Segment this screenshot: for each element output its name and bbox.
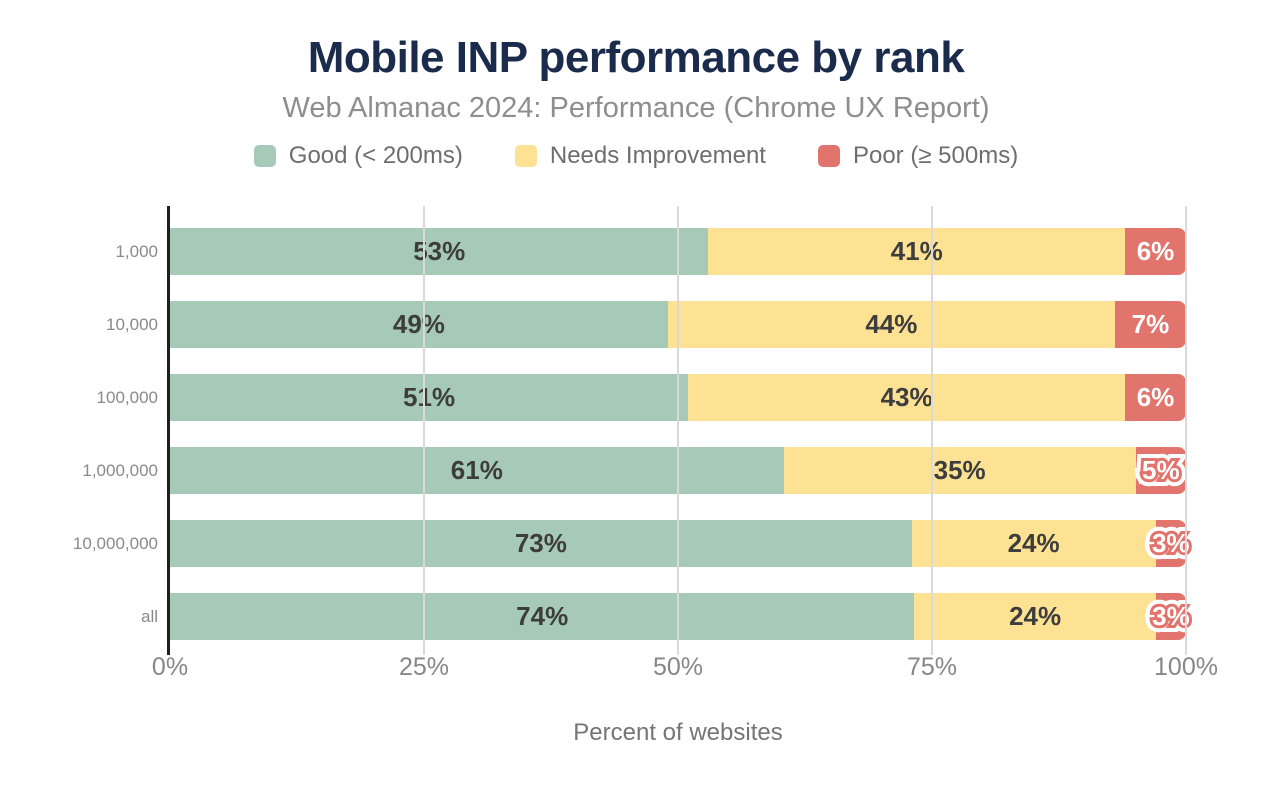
bar-value-label: 35% [933, 455, 986, 485]
bar-value-label: 7% [1131, 309, 1170, 339]
legend-label: Good (< 200ms) [288, 142, 463, 169]
y-axis-label: 100,000 [96, 388, 158, 407]
gridline [677, 206, 679, 655]
bar-segment-poor[interactable]: 5% [1135, 447, 1186, 494]
bar-value-label: 74% [516, 601, 569, 631]
bar-segment-poor[interactable]: 3% [1152, 520, 1190, 567]
bar-value-label: 61% [450, 455, 503, 485]
bar-segment-good[interactable]: 53% [170, 228, 709, 275]
x-axis-tick-label: 100% [1154, 653, 1218, 681]
y-axis-label: all [140, 607, 158, 626]
gridline [1185, 206, 1187, 655]
bar-segment-needs-improvement[interactable]: 24% [911, 520, 1156, 567]
legend-swatch-icon [817, 145, 840, 167]
gridline [423, 206, 425, 655]
bar-value-label: 43% [880, 382, 933, 412]
x-axis-tick-label: 75% [906, 653, 958, 681]
bar-value-label: 5% [1142, 447, 1180, 494]
x-axis-tick-label: 50% [652, 653, 704, 681]
y-axis-label: 10,000,000 [72, 534, 158, 553]
y-axis-label: 1,000 [115, 242, 158, 261]
bar-row: 53% 41% 6% [170, 228, 1186, 275]
bar-value-label: 51% [403, 382, 456, 412]
bar-value-label: 41% [890, 236, 943, 266]
bar-segment-poor[interactable]: 6% [1125, 228, 1186, 275]
bar-value-label: 3% [1152, 520, 1190, 567]
bar-segment-needs-improvement[interactable]: 44% [667, 301, 1115, 348]
x-axis-title: Percent of websites [573, 719, 783, 746]
bar-value-label: 24% [1007, 528, 1060, 558]
bar-segment-good[interactable]: 61% [170, 447, 784, 494]
y-axis-line [167, 206, 170, 655]
chart-subtitle: Web Almanac 2024: Performance (Chrome UX… [282, 92, 990, 124]
bar-value-label: 44% [865, 309, 918, 339]
bar-row: 51% 43% 6% [170, 374, 1186, 421]
bar-segment-poor[interactable]: 3% [1152, 593, 1190, 640]
bar-segment-good[interactable]: 51% [170, 374, 689, 421]
bar-value-label: 73% [514, 528, 567, 558]
x-axis-tick-label: 0% [151, 653, 189, 681]
bar-segment-needs-improvement[interactable]: 41% [708, 228, 1126, 275]
bar-row: 61% 35% 5% [170, 447, 1186, 494]
bar-segment-good[interactable]: 74% [170, 593, 915, 640]
bar-segment-poor[interactable]: 6% [1125, 374, 1186, 421]
legend-label: Poor (≥ 500ms) [852, 142, 1019, 169]
plot-area: 53% 41% 6% 49% 44% 7% 51% 43% 6% 61% 35% 5% 73% 24% 3%… [167, 206, 1190, 655]
gridline [931, 206, 933, 655]
bar-value-label: 53% [413, 236, 466, 266]
bar-value-label: 6% [1136, 382, 1175, 412]
bar-row: 49% 44% 7% [170, 301, 1186, 348]
legend-label: Needs Improvement [549, 142, 766, 169]
y-axis-label: 1,000,000 [82, 461, 158, 480]
bar-segment-needs-improvement[interactable]: 35% [783, 447, 1136, 494]
legend-swatch-icon [514, 145, 537, 167]
bar-value-label: 3% [1152, 593, 1190, 640]
legend-swatch-icon [253, 145, 276, 167]
bar-row: 73% 24% 3% [170, 520, 1190, 567]
y-axis-label: 10,000 [106, 315, 158, 334]
x-axis-tick-label: 25% [398, 653, 450, 681]
bar-segment-poor[interactable]: 7% [1114, 301, 1186, 348]
legend-item-2[interactable]: Needs Improvement [514, 142, 766, 170]
x-axis-ticks: 0% 25% 50% 75% 100% [152, 653, 1218, 685]
bar-segment-good[interactable]: 49% [170, 301, 668, 348]
bar-segment-needs-improvement[interactable]: 43% [688, 374, 1126, 421]
legend-item-1[interactable]: Good (< 200ms) [253, 142, 463, 170]
bar-value-label: 49% [392, 309, 445, 339]
legend: Good (< 200ms) Needs Improvement Poor (≥ 5… [0, 142, 1272, 170]
bar-value-label: 6% [1136, 236, 1175, 266]
bar-segment-good[interactable]: 73% [170, 520, 912, 567]
legend-item-3[interactable]: Poor (≥ 500ms) [817, 142, 1019, 170]
bar-segment-needs-improvement[interactable]: 24% [914, 593, 1156, 640]
chart-title: Mobile INP performance by rank [307, 33, 965, 82]
bar-value-label: 24% [1009, 601, 1062, 631]
bar-row: 74% 24% 3% [170, 593, 1190, 640]
